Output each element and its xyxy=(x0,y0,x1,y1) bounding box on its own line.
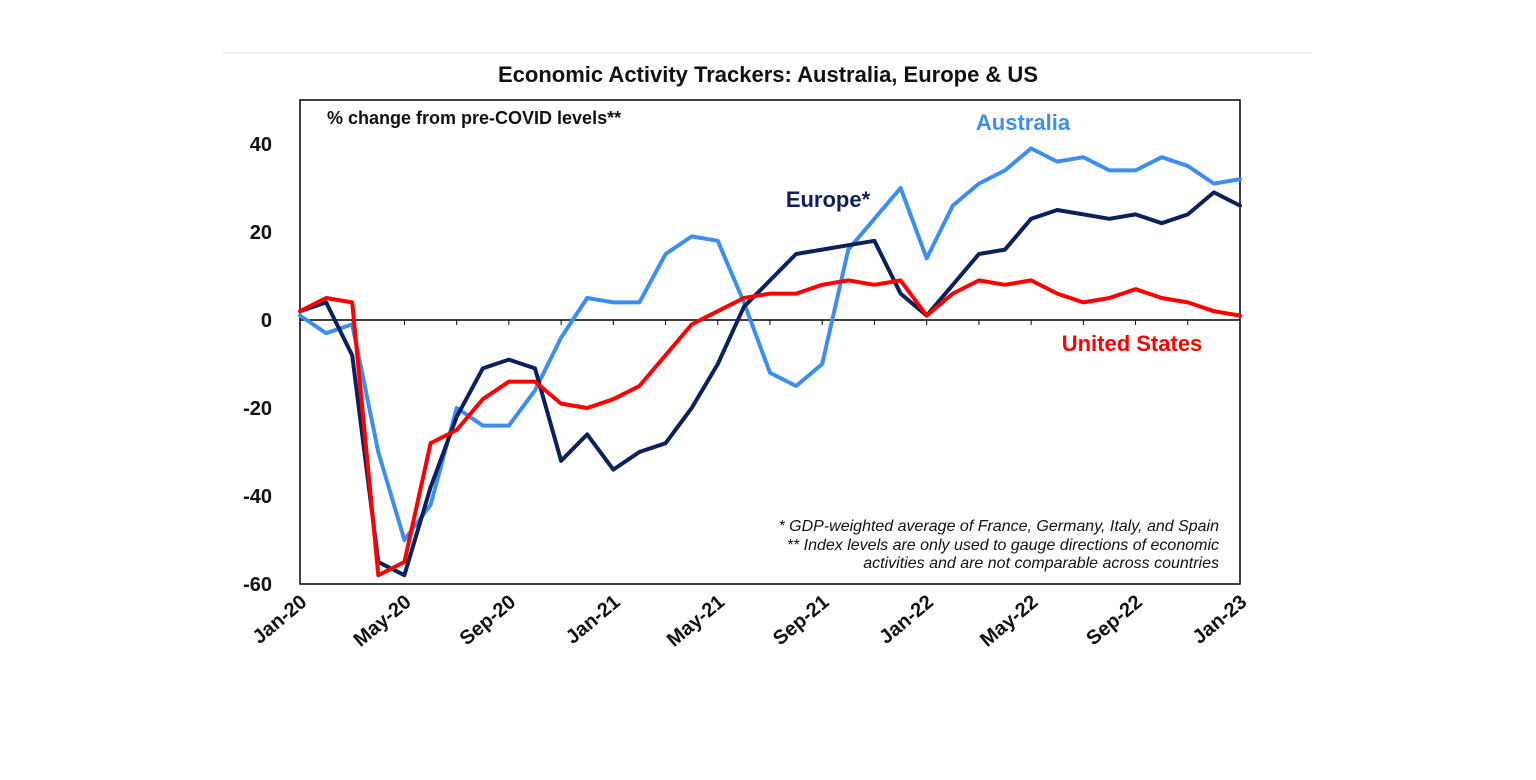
y-tick-label: -40 xyxy=(243,486,272,508)
series-line-united-states xyxy=(298,278,1242,578)
series-lines xyxy=(298,146,1242,578)
x-tick-label: Sep-22 xyxy=(1082,591,1146,650)
y-tick-label: -20 xyxy=(243,398,272,420)
chart-title: Economic Activity Trackers: Australia, E… xyxy=(498,62,1038,87)
x-tick-label: Jan-20 xyxy=(249,591,312,649)
footnotes: * GDP-weighted average of France, German… xyxy=(778,518,1219,572)
series-label-europe: Europe* xyxy=(786,187,871,212)
series-labels: Australia Europe* United States xyxy=(786,110,1202,356)
y-tick-label: 20 xyxy=(250,222,272,244)
footnote-line: * GDP-weighted average of France, German… xyxy=(778,518,1219,535)
series-line-europe xyxy=(298,190,1242,578)
x-tick-label: Jan-22 xyxy=(875,591,938,649)
y-tick-label: 0 xyxy=(261,310,272,332)
x-tick-label: Sep-20 xyxy=(456,591,520,650)
x-tick-label: May-21 xyxy=(663,591,729,651)
series-label-australia: Australia xyxy=(976,110,1071,135)
footnote-line: ** Index levels are only used to gauge d… xyxy=(787,537,1219,554)
x-tick-label: May-20 xyxy=(350,591,416,651)
series-line-australia xyxy=(298,146,1242,542)
x-tick-label: Sep-21 xyxy=(769,591,833,650)
series-label-united-states: United States xyxy=(1062,331,1203,356)
x-tick-label: May-22 xyxy=(976,591,1042,651)
y-tick-label: -60 xyxy=(243,574,272,596)
x-tick-label: Jan-21 xyxy=(562,591,625,649)
y-tick-label: 40 xyxy=(250,134,272,156)
footnote-line: activities and are not comparable across… xyxy=(863,555,1219,572)
y-axis: 40 20 0 -20 -40 -60 xyxy=(243,134,272,596)
x-tick-label: Jan-23 xyxy=(1189,591,1252,649)
chart-subtitle: % change from pre-COVID levels** xyxy=(327,108,621,128)
x-axis: Jan-20 May-20 Sep-20 Jan-21 May-21 Sep-21 Jan-… xyxy=(249,319,1252,651)
plot-frame xyxy=(299,99,1241,585)
